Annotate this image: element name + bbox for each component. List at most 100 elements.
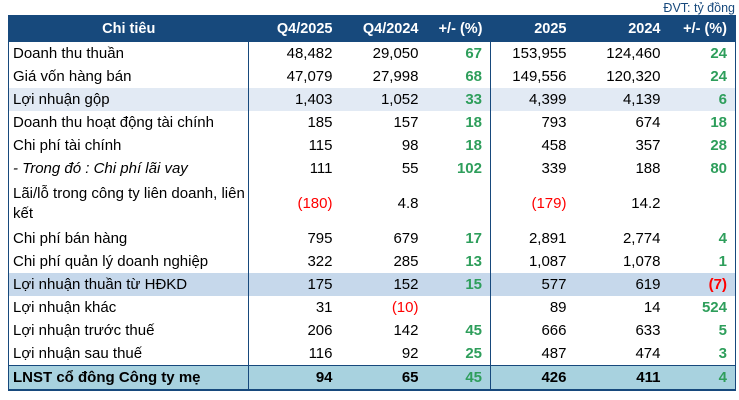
value-cell: 206 — [307, 322, 333, 339]
value-cell: 55 — [401, 160, 419, 177]
value-cell: 25 — [426, 342, 491, 366]
table-row: Lợi nhuận thuần từ HĐKD 175 152 15 577 619 (7) — [8, 273, 736, 296]
value-cell: 6 — [718, 91, 727, 108]
value-cell: 68 — [426, 65, 491, 88]
value-cell: 24 — [710, 45, 727, 62]
value-cell: 28 — [710, 137, 727, 154]
header-row: Chi tiêu Q4/2025 Q4/2024 +/- (%) 2025 20… — [8, 15, 736, 42]
value-cell: 27,998 — [372, 68, 419, 85]
table-row: LNST cổ đông Công ty mẹ 94 65 45 426 411 4 — [8, 365, 736, 390]
value-cell: 4,399 — [528, 91, 567, 108]
value-cell: 1,052 — [380, 91, 419, 108]
value-cell: 67 — [426, 42, 491, 65]
value-cell: 94 — [315, 369, 333, 386]
table-body: Doanh thu thuần 48,482 29,050 67 153,955 124,… — [8, 42, 736, 390]
value-cell: 17 — [426, 227, 491, 250]
value-cell: 152 — [393, 276, 419, 293]
value-cell: 285 — [393, 253, 419, 270]
unit-label: ĐVT: tỷ đồng — [663, 1, 735, 15]
value-cell: (179) — [531, 195, 567, 212]
table-row: Chi phí tài chính 115 98 18 458 357 28 — [8, 134, 736, 157]
value-cell: 795 — [307, 230, 333, 247]
value-cell: 120,320 — [606, 68, 661, 85]
table-header: Chi tiêu Q4/2025 Q4/2024 +/- (%) 2025 20… — [8, 15, 736, 42]
value-cell: 426 — [541, 369, 567, 386]
value-cell: 14.2 — [631, 195, 661, 212]
value-cell: 80 — [710, 160, 727, 177]
row-label: Lợi nhuận thuần từ HĐKD — [8, 273, 249, 296]
value-cell: 4,139 — [622, 91, 661, 108]
table-row: Lợi nhuận trước thuế 206 142 45 666 633 5 — [8, 319, 736, 342]
value-cell: 2,891 — [528, 230, 567, 247]
value-cell: 4 — [718, 369, 727, 386]
table-row: Lợi nhuận khác 31 (10) 89 14 524 — [8, 296, 736, 319]
value-cell: 4.8 — [397, 195, 419, 212]
value-cell: 18 — [710, 114, 727, 131]
row-label: Lợi nhuận sau thuế — [8, 342, 249, 366]
header-pct-y: +/- (%) — [668, 15, 736, 42]
row-label: Giá vốn hàng bán — [8, 65, 249, 88]
value-cell: 18 — [426, 134, 491, 157]
value-cell: 633 — [635, 322, 661, 339]
value-cell: 92 — [401, 345, 419, 362]
value-cell: 619 — [635, 276, 661, 293]
row-label: Lãi/lỗ trong công ty liên doanh, liên kế… — [8, 180, 249, 227]
value-cell: 15 — [426, 273, 491, 296]
value-cell: 111 — [309, 160, 333, 177]
value-cell: 1,403 — [294, 91, 333, 108]
table-row: - Trong đó : Chi phí lãi vay 111 55 102 339 1… — [8, 157, 736, 180]
value-cell: 458 — [541, 137, 567, 154]
value-cell: 24 — [710, 68, 727, 85]
value-cell: 115 — [308, 137, 333, 154]
value-cell: 185 — [307, 114, 333, 131]
value-cell: 666 — [541, 322, 567, 339]
value-cell: 1 — [718, 253, 727, 270]
row-label: Chi phí quản lý doanh nghiệp — [8, 250, 249, 273]
value-cell: 89 — [549, 299, 567, 316]
row-label: - Trong đó : Chi phí lãi vay — [8, 157, 249, 180]
row-label: Doanh thu hoạt động tài chính — [8, 111, 249, 134]
table-row: Doanh thu hoạt động tài chính 185 157 18 793… — [8, 111, 736, 134]
value-cell: 124,460 — [606, 45, 661, 62]
value-cell: 339 — [541, 160, 567, 177]
table-row: Chi phí bán hàng 795 679 17 2,891 2,774 4 — [8, 227, 736, 250]
value-cell: 487 — [541, 345, 567, 362]
value-cell: (180) — [297, 195, 333, 212]
table-row: Lợi nhuận gộp 1,403 1,052 33 4,399 4,139 6 — [8, 88, 736, 111]
value-cell: 322 — [307, 253, 333, 270]
table-row: Lợi nhuận sau thuế 116 92 25 487 474 3 — [8, 342, 736, 366]
header-chi-tieu: Chi tiêu — [8, 15, 249, 42]
value-cell: 411 — [636, 369, 661, 386]
financial-results-table: Chi tiêu Q4/2025 Q4/2024 +/- (%) 2025 20… — [8, 15, 736, 391]
value-cell: 45 — [426, 365, 491, 390]
table-row: Giá vốn hàng bán 47,079 27,998 68 149,556 120… — [8, 65, 736, 88]
row-label: LNST cổ đông Công ty mẹ — [8, 365, 249, 390]
value-cell: 29,050 — [372, 45, 419, 62]
value-cell: 153,955 — [512, 45, 567, 62]
value-cell: 31 — [315, 299, 333, 316]
value-cell: 48,482 — [286, 45, 333, 62]
value-cell: 1,087 — [528, 253, 567, 270]
header-2025: 2025 — [490, 15, 575, 42]
value-cell: 474 — [635, 345, 661, 362]
header-q4-2025: Q4/2025 — [248, 15, 341, 42]
value-cell: 1,078 — [622, 253, 661, 270]
value-cell: 188 — [635, 160, 661, 177]
value-cell: 524 — [701, 299, 727, 316]
value-cell: 157 — [393, 114, 419, 131]
value-cell: 149,556 — [512, 68, 567, 85]
value-cell: 116 — [308, 345, 333, 362]
value-cell: 47,079 — [286, 68, 333, 85]
row-label: Doanh thu thuần — [8, 42, 249, 65]
table-row: Lãi/lỗ trong công ty liên doanh, liên kế… — [8, 180, 736, 227]
header-pct-q: +/- (%) — [426, 15, 491, 42]
row-label: Chi phí tài chính — [8, 134, 249, 157]
value-cell: 577 — [541, 276, 567, 293]
value-cell: 175 — [307, 276, 333, 293]
value-cell: 674 — [635, 114, 661, 131]
table-row: Doanh thu thuần 48,482 29,050 67 153,955 124,… — [8, 42, 736, 65]
value-cell — [426, 180, 491, 227]
value-cell: 2,774 — [622, 230, 661, 247]
value-cell: 4 — [718, 230, 727, 247]
value-cell: 98 — [401, 137, 419, 154]
